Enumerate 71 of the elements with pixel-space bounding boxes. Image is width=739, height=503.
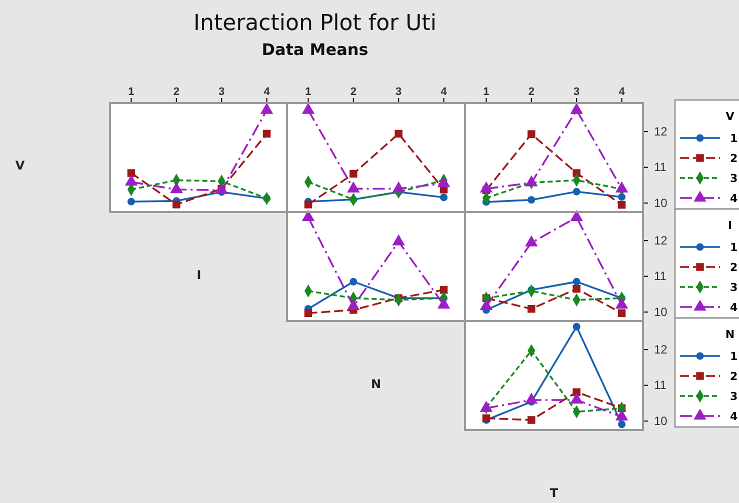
point xyxy=(572,278,580,286)
point xyxy=(618,420,626,428)
legend-label: 1 xyxy=(730,241,738,254)
legend-title: N xyxy=(725,328,735,341)
point xyxy=(440,286,448,294)
x-tick-label: 4 xyxy=(264,86,271,98)
point xyxy=(304,200,312,208)
point xyxy=(528,130,536,138)
y-axis-title: V xyxy=(15,158,26,172)
point xyxy=(440,194,448,202)
point xyxy=(392,234,405,246)
point xyxy=(127,198,136,206)
legend-label: 2 xyxy=(730,261,738,274)
chart-title: Interaction Plot for Uti xyxy=(194,11,436,36)
point xyxy=(302,210,315,222)
point xyxy=(618,309,626,318)
point xyxy=(572,188,580,196)
point xyxy=(572,322,580,330)
x-tick-label: 1 xyxy=(305,86,312,98)
x-tick-label: 3 xyxy=(218,86,225,98)
point xyxy=(570,102,583,114)
point xyxy=(528,304,536,313)
point xyxy=(304,309,312,318)
point xyxy=(350,278,358,286)
y-tick-label: 10 xyxy=(654,414,668,428)
point xyxy=(572,284,580,293)
x-tick-label: 4 xyxy=(440,86,448,98)
chart-subtitle: Data Means xyxy=(262,40,368,59)
point xyxy=(127,169,136,177)
y-tick-label: 11 xyxy=(654,160,667,174)
legend-label: 2 xyxy=(730,370,738,383)
legend-label: 1 xyxy=(730,350,738,363)
x-tick-label: 4 xyxy=(618,86,626,98)
legend-title: I xyxy=(728,219,732,232)
x-tick-label: 2 xyxy=(350,86,356,98)
legend-label: 4 xyxy=(730,192,738,205)
y-tick-label: 12 xyxy=(654,233,668,248)
y-tick-label: 12 xyxy=(654,124,668,138)
x-axis-title: I xyxy=(196,268,202,282)
point xyxy=(394,130,402,138)
x-tick-label: 1 xyxy=(128,86,134,98)
y-tick-label: 11 xyxy=(654,378,667,392)
legend-label: 4 xyxy=(730,410,738,423)
point xyxy=(350,170,358,178)
x-tick-label: 2 xyxy=(528,86,534,98)
x-tick-label: 3 xyxy=(396,86,402,98)
legend-label: 1 xyxy=(730,132,738,145)
y-tick-label: 11 xyxy=(654,269,667,284)
x-tick-label: 3 xyxy=(574,86,580,98)
point xyxy=(528,196,536,204)
point xyxy=(262,130,271,138)
legend-label: 3 xyxy=(730,390,738,403)
point xyxy=(260,102,274,114)
x-tick-label: 2 xyxy=(173,86,180,98)
y-tick-label: 10 xyxy=(654,304,668,319)
x-axis-title: N xyxy=(370,377,382,391)
point xyxy=(570,210,583,222)
point xyxy=(618,200,626,209)
point xyxy=(302,102,315,114)
legend-label: 4 xyxy=(730,301,738,314)
y-tick-label: 12 xyxy=(654,342,668,356)
y-tick-label: 10 xyxy=(654,196,668,210)
legend-title: V xyxy=(726,110,735,123)
legend-label: 3 xyxy=(730,172,738,185)
point xyxy=(528,416,536,424)
point xyxy=(525,235,538,246)
x-tick-label: 1 xyxy=(483,86,490,98)
legend-label: 3 xyxy=(730,281,738,294)
x-axis-title: T xyxy=(550,486,559,500)
legend-label: 2 xyxy=(730,152,738,165)
point xyxy=(172,200,180,208)
